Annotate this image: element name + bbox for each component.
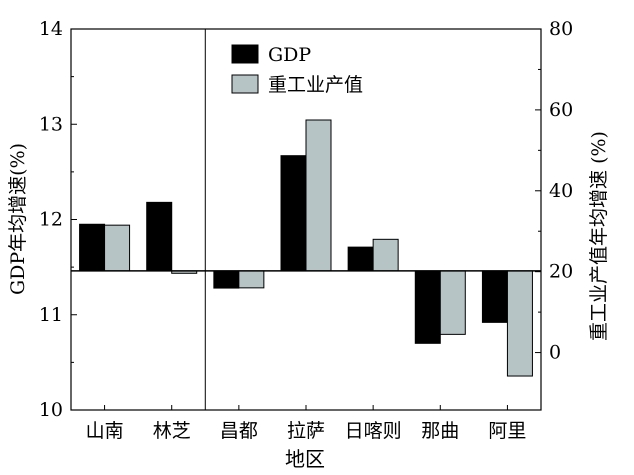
x-tick-label: 山南 [86, 420, 124, 442]
y-left-tick-label: 10 [39, 399, 63, 421]
y-right-tick-label: 80 [549, 18, 573, 40]
bar-heavy-industry-3 [305, 119, 332, 272]
y-right-tick-label: 0 [549, 342, 561, 364]
x-tick-label: 昌都 [220, 420, 258, 442]
bar-heavy-industry-6 [506, 270, 533, 377]
right-axis: 0 20 40 60 80 [535, 18, 573, 364]
bar-gdp-5 [414, 270, 441, 344]
y-left-tick-label: 12 [39, 209, 63, 231]
y-right-tick-label: 40 [549, 180, 573, 202]
left-axis: 10 11 12 13 14 [39, 18, 77, 421]
x-tick-label: 林芝 [153, 420, 191, 442]
x-axis-label: 地区 [285, 447, 325, 471]
x-tick-label: 日喀则 [345, 420, 402, 442]
y-axis-right-label: 重工业产值年均增速 (%) [588, 131, 610, 341]
bar-gdp-4 [347, 246, 374, 272]
bar-gdp-0 [79, 223, 106, 272]
bar-gdp-2 [213, 270, 240, 289]
legend-label-heavy-industry: 重工业产值 [268, 74, 363, 96]
y-left-tick-label: 14 [39, 18, 63, 40]
y-right-tick-label: 20 [549, 261, 573, 283]
bar-heavy-industry-5 [439, 270, 466, 335]
y-right-tick-label: 60 [549, 99, 573, 121]
legend: GDP 重工业产值 [231, 44, 363, 96]
x-tick-label: 阿里 [488, 420, 526, 442]
x-tick-label: 拉萨 [287, 420, 325, 442]
y-left-tick-label: 13 [39, 113, 63, 135]
y-axis-left-label: GDP年均增速(%) [7, 143, 29, 295]
bars-layer [79, 119, 533, 377]
bar-gdp-1 [146, 201, 173, 272]
legend-swatch-heavy-industry [231, 74, 259, 94]
x-tick-label: 那曲 [421, 420, 459, 442]
bar-heavy-industry-4 [372, 238, 399, 272]
y-left-tick-label: 11 [39, 304, 63, 326]
bar-heavy-industry-2 [238, 270, 265, 289]
bar-heavy-industry-0 [104, 224, 131, 272]
legend-label-gdp: GDP [268, 44, 311, 66]
legend-swatch-gdp [231, 44, 259, 64]
x-axis: 山南 林芝 昌都 拉萨 日喀则 那曲 阿里 [86, 405, 526, 442]
bar-gdp-3 [280, 155, 307, 272]
bar-gdp-6 [481, 270, 508, 323]
